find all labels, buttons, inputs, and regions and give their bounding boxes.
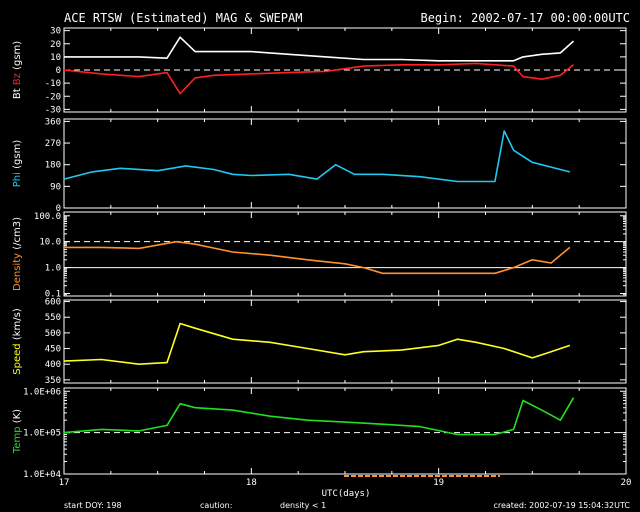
panel-temp: 1.0E+06 1.0E+05 1.0E+04 Temp (K) — [12, 387, 627, 480]
y-tick-label-density: 0.1 — [45, 289, 61, 299]
density-caution-note: density < 1 — [280, 501, 326, 510]
y-axis-label-phi: Phi (gsm) — [12, 140, 23, 188]
series-line-bz — [63, 62, 575, 95]
y-tick-label-phi: 90 — [50, 182, 61, 192]
y-tick-label-mag: 30 — [50, 27, 61, 37]
y-tick-label-phi: 180 — [45, 161, 61, 171]
y-tick-label-mag: 20 — [50, 40, 61, 50]
y-axis-label-part: Temp — [12, 426, 23, 454]
y-tick-label-density: 1.0 — [45, 264, 61, 274]
y-tick-label-speed: 600 — [45, 298, 61, 308]
y-tick-label-mag: 10 — [50, 53, 61, 63]
y-tick-label-speed: 500 — [45, 329, 61, 339]
panel-frame-phi — [63, 118, 627, 209]
y-axis-label-part: Density — [12, 253, 23, 291]
panel-phi: 360 270 180 90 0 Phi (gsm) — [12, 117, 627, 214]
y-axis-label-part: (km/s) — [12, 308, 23, 343]
x-tick-label: 18 — [246, 478, 257, 488]
panel-mag: 30 20 10 0 -10 -20 -30 Bt Bz (gsm) — [12, 27, 627, 115]
y-tick-label-mag: -10 — [45, 79, 61, 89]
y-axis-label-part: (K) — [12, 409, 23, 427]
y-axis-label-part: (gsm) — [12, 140, 23, 172]
y-tick-label-speed: 550 — [45, 313, 61, 323]
created-time: created: 2002-07-19 15:04:32UTC — [493, 501, 630, 510]
y-tick-label-speed: 400 — [45, 360, 61, 370]
panels-group: 30 20 10 0 -10 -20 -30 Bt Bz (gsm) 360 270 180 90 0 P… — [12, 27, 627, 480]
y-tick-label-phi: 0 — [56, 204, 61, 214]
x-tick-label: 20 — [621, 478, 632, 488]
y-tick-label-phi: 270 — [45, 139, 61, 149]
y-axis-label-part: (gsm) — [12, 41, 23, 73]
x-tick-label: 17 — [59, 478, 70, 488]
series-line-phi — [63, 130, 570, 183]
panel-frame-speed — [63, 299, 627, 384]
y-tick-label-density: 10.0 — [39, 238, 61, 248]
y-tick-label-mag: 0 — [56, 66, 61, 76]
y-tick-label-temp: 1.0E+04 — [23, 470, 61, 480]
y-tick-label-temp: 1.0E+05 — [23, 429, 61, 439]
y-tick-label-temp: 1.0E+06 — [23, 387, 61, 397]
panel-frame-density — [63, 211, 627, 297]
y-axis-label-part: Speed — [12, 343, 23, 374]
chart-title: ACE RTSW (Estimated) MAG & SWEPAM — [64, 11, 302, 25]
y-axis-label-mag: Bt Bz (gsm) — [12, 41, 23, 99]
y-axis-label-temp: Temp (K) — [12, 409, 23, 454]
y-axis-label-part: Bt — [12, 88, 23, 99]
series-line-bt — [64, 36, 575, 62]
x-tick-label: 19 — [433, 478, 444, 488]
y-tick-label-density: 100.0 — [34, 212, 61, 222]
panel-density: 100.0 10.0 1.0 0.1 Density (/cm3) — [12, 211, 627, 299]
start-doy: start DOY: 198 — [64, 501, 122, 510]
y-tick-label-phi: 360 — [45, 117, 61, 127]
begin-time: Begin: 2002-07-17 00:00:00UTC — [420, 11, 630, 25]
y-axis-label-part: (/cm3) — [12, 217, 23, 253]
series-line-density — [64, 240, 571, 275]
y-axis-label-part: Bz — [12, 73, 23, 88]
x-axis: 17 18 19 20 — [59, 478, 632, 488]
panel-frame-temp — [63, 387, 627, 475]
series-line-speed — [63, 322, 571, 366]
y-tick-label-speed: 350 — [45, 376, 61, 386]
y-axis-label-speed: Speed (km/s) — [12, 308, 23, 375]
x-axis-label: UTC(days) — [322, 489, 371, 499]
caution-label: caution: — [200, 501, 232, 510]
panel-speed: 600 550 500 450 400 350 Speed (km/s) — [12, 298, 627, 386]
series-line-temp — [63, 397, 575, 436]
y-axis-label-part: Phi — [12, 172, 23, 187]
y-axis-label-density: Density (/cm3) — [12, 217, 23, 291]
y-tick-label-mag: -30 — [45, 105, 61, 115]
y-tick-label-mag: -20 — [45, 92, 61, 102]
y-tick-label-speed: 450 — [45, 345, 61, 355]
